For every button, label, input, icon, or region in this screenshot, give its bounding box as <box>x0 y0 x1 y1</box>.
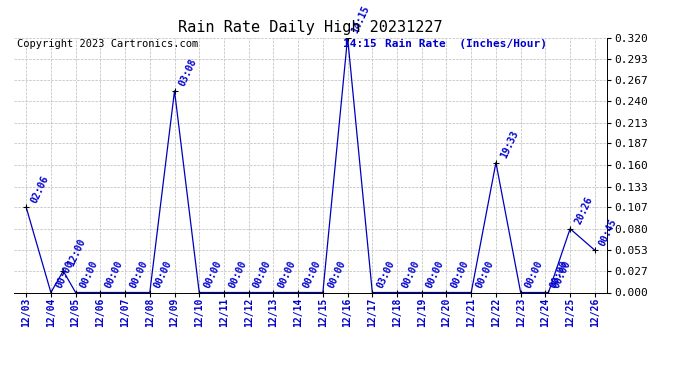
Text: 00:00: 00:00 <box>251 259 273 290</box>
Text: 00:00: 00:00 <box>400 259 422 290</box>
Text: 00:45: 00:45 <box>598 217 619 248</box>
Text: 00:00: 00:00 <box>227 259 248 290</box>
Text: 02:06: 02:06 <box>29 174 50 204</box>
Text: 00:00: 00:00 <box>524 259 545 290</box>
Text: 00:00: 00:00 <box>202 259 224 290</box>
Text: 00:00: 00:00 <box>474 259 495 290</box>
Text: 00:00: 00:00 <box>79 259 100 290</box>
Text: 00:00: 00:00 <box>276 259 297 290</box>
Text: 03:00: 03:00 <box>375 259 397 290</box>
Text: 00:00: 00:00 <box>103 259 125 290</box>
Text: 00:00: 00:00 <box>326 259 347 290</box>
Text: 00:00: 00:00 <box>152 259 174 290</box>
Title: Rain Rate Daily High 20231227: Rain Rate Daily High 20231227 <box>178 20 443 35</box>
Text: 00:00: 00:00 <box>128 259 149 290</box>
Text: 03:08: 03:08 <box>177 57 199 88</box>
Text: Rain Rate  (Inches/Hour): Rain Rate (Inches/Hour) <box>385 39 546 49</box>
Text: 19:33: 19:33 <box>499 129 520 160</box>
Text: 00:00: 00:00 <box>301 259 322 290</box>
Text: 00:00: 00:00 <box>551 259 573 290</box>
Text: Copyright 2023 Cartronics.com: Copyright 2023 Cartronics.com <box>17 39 198 49</box>
Text: 00:00: 00:00 <box>548 259 570 290</box>
Text: 12:00: 12:00 <box>66 237 88 268</box>
Text: 14:15: 14:15 <box>343 39 377 49</box>
Text: 20:26: 20:26 <box>573 195 594 226</box>
Text: 14:15: 14:15 <box>351 4 372 35</box>
Text: 00:00: 00:00 <box>449 259 471 290</box>
Text: 00:00: 00:00 <box>424 259 446 290</box>
Text: 00:00: 00:00 <box>54 259 75 290</box>
